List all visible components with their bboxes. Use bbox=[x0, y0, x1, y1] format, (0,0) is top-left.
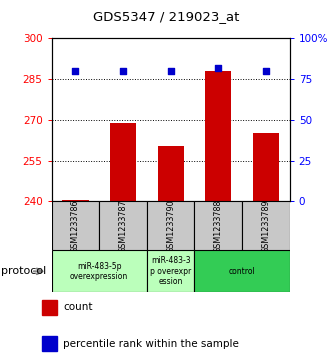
Text: GSM1233788: GSM1233788 bbox=[214, 199, 223, 253]
Bar bbox=[147, 250, 194, 292]
Text: GSM1233786: GSM1233786 bbox=[71, 199, 80, 253]
Bar bbox=[205, 71, 231, 201]
Point bbox=[73, 68, 78, 74]
Text: GSM1233787: GSM1233787 bbox=[119, 199, 128, 253]
Bar bbox=[52, 250, 147, 292]
Bar bbox=[158, 146, 184, 201]
Text: control: control bbox=[229, 267, 255, 276]
Bar bbox=[194, 201, 242, 250]
Bar bbox=[253, 134, 279, 201]
Bar bbox=[194, 250, 290, 292]
Text: percentile rank within the sample: percentile rank within the sample bbox=[63, 339, 239, 348]
Bar bbox=[242, 201, 290, 250]
Point bbox=[263, 68, 268, 74]
Bar bbox=[42, 336, 57, 351]
Point bbox=[121, 68, 126, 74]
Point bbox=[216, 65, 221, 70]
Bar bbox=[99, 201, 147, 250]
Text: GDS5347 / 219023_at: GDS5347 / 219023_at bbox=[93, 10, 240, 23]
Text: GSM1233789: GSM1233789 bbox=[261, 199, 270, 253]
Text: count: count bbox=[63, 302, 93, 312]
Text: miR-483-3
p overexpr
ession: miR-483-3 p overexpr ession bbox=[150, 256, 191, 286]
Point bbox=[168, 68, 173, 74]
Bar bbox=[52, 201, 99, 250]
Text: GSM1233790: GSM1233790 bbox=[166, 199, 175, 253]
Bar bbox=[42, 300, 57, 315]
Bar bbox=[110, 123, 136, 201]
Text: protocol: protocol bbox=[1, 266, 46, 276]
Bar bbox=[62, 200, 89, 201]
Bar bbox=[147, 201, 194, 250]
Text: miR-483-5p
overexpression: miR-483-5p overexpression bbox=[70, 262, 128, 281]
